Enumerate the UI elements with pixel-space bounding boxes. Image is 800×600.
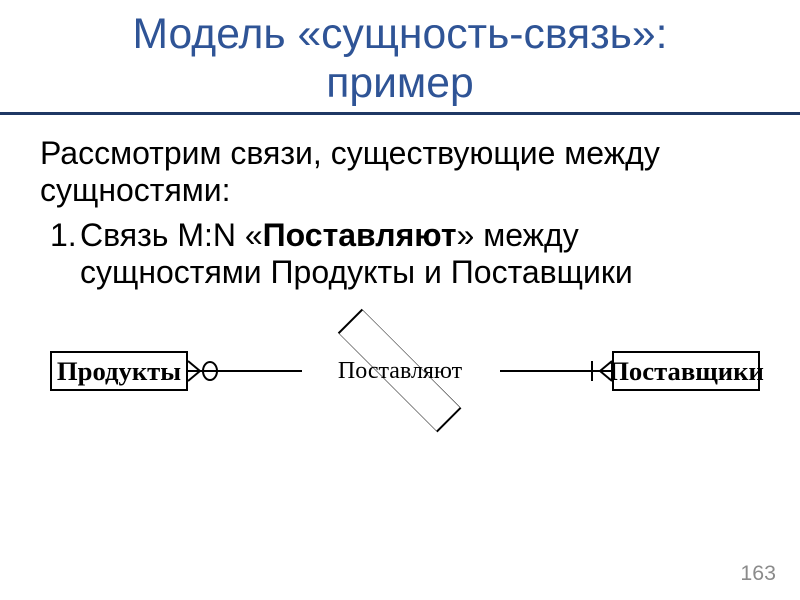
list-item-1: 1. Связь M:N «Поставляют» между сущностя…: [50, 217, 760, 291]
relationship-label: Поставляют: [300, 347, 500, 395]
list-number: 1.: [50, 217, 80, 291]
entity-left: Продукты: [50, 351, 188, 391]
title-line-1: Модель «сущность-связь»:: [0, 10, 800, 59]
title-line-2: пример: [0, 59, 800, 108]
entity-right: Поставщики: [612, 351, 760, 391]
er-diagram: Продукты Поставляют Поставщики: [40, 321, 760, 421]
page-number: 163: [740, 561, 776, 586]
intro-paragraph: Рассмотрим связи, существующие между сущ…: [40, 135, 760, 209]
body-text: Рассмотрим связи, существующие между сущ…: [0, 115, 800, 291]
relationship: Поставляют: [300, 347, 500, 395]
slide: Модель «сущность-связь»: пример Рассмотр…: [0, 0, 800, 600]
list-text: Связь M:N «Поставляют» между сущностями …: [80, 217, 760, 291]
slide-title: Модель «сущность-связь»: пример: [0, 0, 800, 108]
